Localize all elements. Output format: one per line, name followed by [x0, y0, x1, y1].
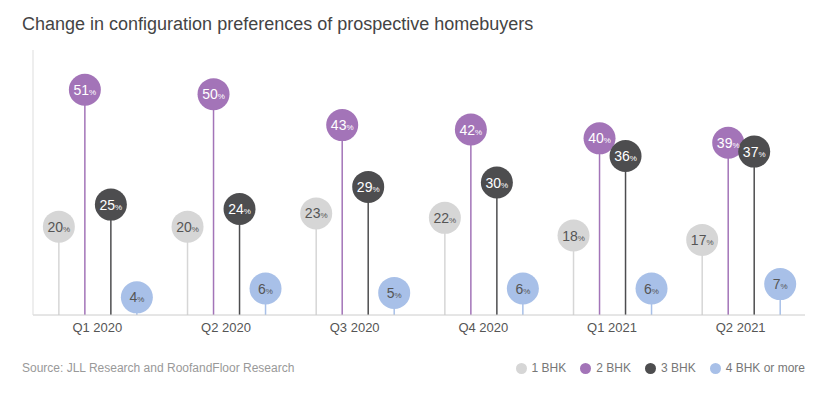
- svg-text:4%: 4%: [129, 289, 144, 305]
- svg-text:Q3 2020: Q3 2020: [330, 320, 380, 335]
- svg-text:23%: 23%: [305, 205, 328, 221]
- html-text:Source: JLL Research and Roofa: Source: JLL Research and RoofandFloor Re…: [22, 361, 295, 375]
- svg-text:Q2 2021: Q2 2021: [716, 320, 766, 335]
- svg-text:24%: 24%: [228, 201, 251, 217]
- svg-text:Q1 2020: Q1 2020: [72, 320, 122, 335]
- svg-text:20%: 20%: [48, 219, 71, 235]
- svg-text:39%: 39%: [717, 135, 740, 151]
- svg-text:6%: 6%: [644, 281, 659, 297]
- html-text:2 BHK: 2 BHK: [596, 361, 631, 375]
- svg-text:Q4 2020: Q4 2020: [458, 320, 508, 335]
- svg-text:18%: 18%: [562, 228, 585, 244]
- svg-text:Q1 2021: Q1 2021: [587, 320, 637, 335]
- svg-text:50%: 50%: [202, 86, 225, 102]
- svg-text:42%: 42%: [460, 122, 483, 138]
- svg-text:37%: 37%: [743, 144, 766, 160]
- svg-text:6%: 6%: [515, 281, 530, 297]
- svg-text:5%: 5%: [387, 285, 402, 301]
- html-text:4 BHK or more: 4 BHK or more: [725, 361, 805, 375]
- svg-text:29%: 29%: [357, 179, 380, 195]
- svg-text:43%: 43%: [331, 117, 354, 133]
- svg-text:17%: 17%: [691, 232, 714, 248]
- svg-text:22%: 22%: [434, 210, 457, 226]
- html-text:Change in configuration prefer: Change in configuration preferences of p…: [22, 14, 534, 34]
- svg-text:51%: 51%: [74, 82, 97, 98]
- svg-text:36%: 36%: [614, 148, 637, 164]
- svg-text:30%: 30%: [486, 175, 509, 191]
- svg-text:Q2 2020: Q2 2020: [201, 320, 251, 335]
- svg-text:40%: 40%: [588, 130, 611, 146]
- svg-text:7%: 7%: [773, 276, 788, 292]
- svg-text:20%: 20%: [176, 219, 199, 235]
- svg-text:6%: 6%: [258, 281, 273, 297]
- html-text:3 BHK: 3 BHK: [661, 361, 696, 375]
- svg-text:25%: 25%: [100, 197, 123, 213]
- html-text:1 BHK: 1 BHK: [531, 361, 567, 375]
